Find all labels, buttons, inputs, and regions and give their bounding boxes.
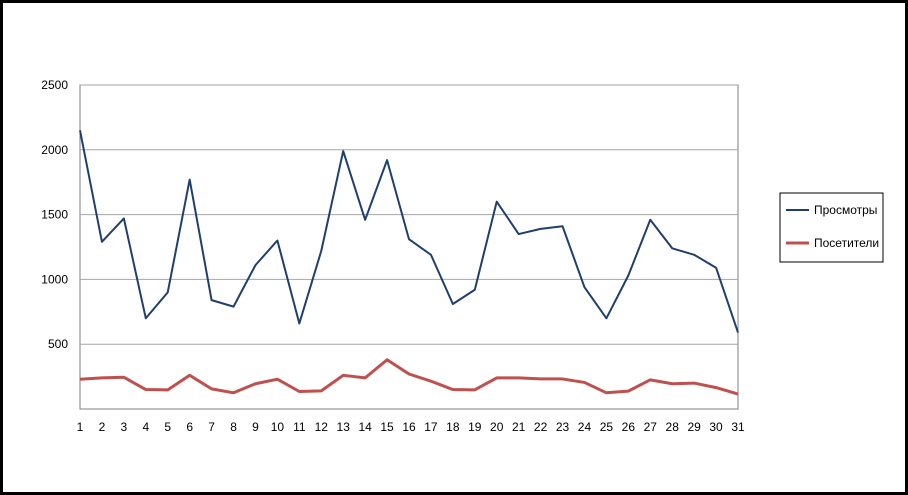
x-tick-label: 26 <box>622 420 636 434</box>
x-tick-label: 31 <box>731 420 745 434</box>
x-tick-label: 30 <box>709 420 723 434</box>
x-tick-label: 4 <box>142 420 149 434</box>
x-tick-label: 6 <box>186 420 193 434</box>
y-tick-label: 2000 <box>41 143 68 157</box>
legend: Просмотры Посетители <box>779 192 884 263</box>
legend-label-2: Посетители <box>814 236 879 250</box>
x-tick-label: 22 <box>534 420 548 434</box>
y-axis-ticks: 500 1000 1500 2000 2500 <box>41 78 68 351</box>
legend-box <box>779 192 884 263</box>
x-tick-label: 11 <box>293 420 306 434</box>
x-tick-label: 5 <box>164 420 171 434</box>
x-tick-label: 29 <box>687 420 701 434</box>
x-tick-label: 19 <box>468 420 482 434</box>
series-line-2 <box>79 358 739 396</box>
x-tick-label: 25 <box>600 420 614 434</box>
series-lines <box>79 130 739 396</box>
x-tick-label: 20 <box>490 420 504 434</box>
x-tick-label: 15 <box>380 420 394 434</box>
legend-label-1: Просмотры <box>814 203 877 217</box>
x-tick-label: 1 <box>77 420 84 434</box>
x-tick-label: 8 <box>230 420 237 434</box>
x-tick-label: 14 <box>358 420 372 434</box>
gridlines <box>80 84 738 345</box>
series-line-1 <box>79 130 739 333</box>
y-tick-label: 1000 <box>41 272 68 286</box>
x-tick-label: 10 <box>271 420 285 434</box>
x-tick-label: 9 <box>252 420 259 434</box>
x-tick-label: 27 <box>644 420 658 434</box>
x-tick-label: 17 <box>424 420 438 434</box>
y-tick-label: 500 <box>48 337 68 351</box>
x-tick-label: 24 <box>578 420 592 434</box>
x-tick-label: 28 <box>666 420 680 434</box>
x-tick-label: 21 <box>512 420 526 434</box>
x-axis-ticks: 1 2 3 4 5 6 7 8 9 10 11 12 13 14 15 16 17 18 19 20 21 22 23 24 2… <box>77 420 745 434</box>
y-tick-label: 1500 <box>41 208 68 222</box>
x-tick-label: 2 <box>99 420 106 434</box>
x-tick-label: 13 <box>337 420 351 434</box>
x-tick-label: 7 <box>208 420 215 434</box>
x-tick-label: 16 <box>402 420 416 434</box>
plot-area <box>79 84 739 410</box>
x-tick-label: 12 <box>315 420 329 434</box>
x-tick-label: 18 <box>446 420 460 434</box>
x-tick-label: 23 <box>556 420 570 434</box>
y-tick-label: 2500 <box>41 78 68 92</box>
x-tick-label: 3 <box>121 420 128 434</box>
